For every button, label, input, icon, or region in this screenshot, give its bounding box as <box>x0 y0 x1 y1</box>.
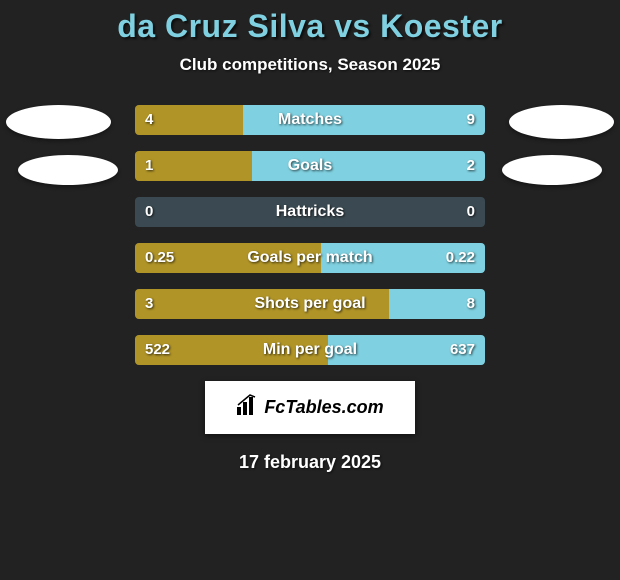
stat-label: Goals <box>135 151 485 181</box>
player-right-avatar-2 <box>502 155 602 185</box>
stat-label: Shots per goal <box>135 289 485 319</box>
stat-row: 38Shots per goal <box>135 289 485 319</box>
stat-row: 00Hattricks <box>135 197 485 227</box>
player-right-avatar-1 <box>509 105 614 139</box>
logo-text: FcTables.com <box>264 397 383 418</box>
page-subtitle: Club competitions, Season 2025 <box>0 55 620 75</box>
stat-label: Hattricks <box>135 197 485 227</box>
stat-label: Min per goal <box>135 335 485 365</box>
stat-row: 12Goals <box>135 151 485 181</box>
stat-label: Goals per match <box>135 243 485 273</box>
stats-area: 49Matches 12Goals 00Hattricks 0.250.22Goals… <box>0 105 620 365</box>
stat-row: 49Matches <box>135 105 485 135</box>
comparison-infographic: da Cruz Silva vs Koester Club competitio… <box>0 0 620 580</box>
date-text: 17 february 2025 <box>0 452 620 473</box>
player-left-avatar-1 <box>6 105 111 139</box>
page-title: da Cruz Silva vs Koester <box>0 0 620 45</box>
bar-chart-icon <box>236 394 258 421</box>
fctables-logo: FcTables.com <box>205 381 415 434</box>
stat-row: 0.250.22Goals per match <box>135 243 485 273</box>
player-left-avatar-2 <box>18 155 118 185</box>
stat-label: Matches <box>135 105 485 135</box>
stat-row: 522637Min per goal <box>135 335 485 365</box>
